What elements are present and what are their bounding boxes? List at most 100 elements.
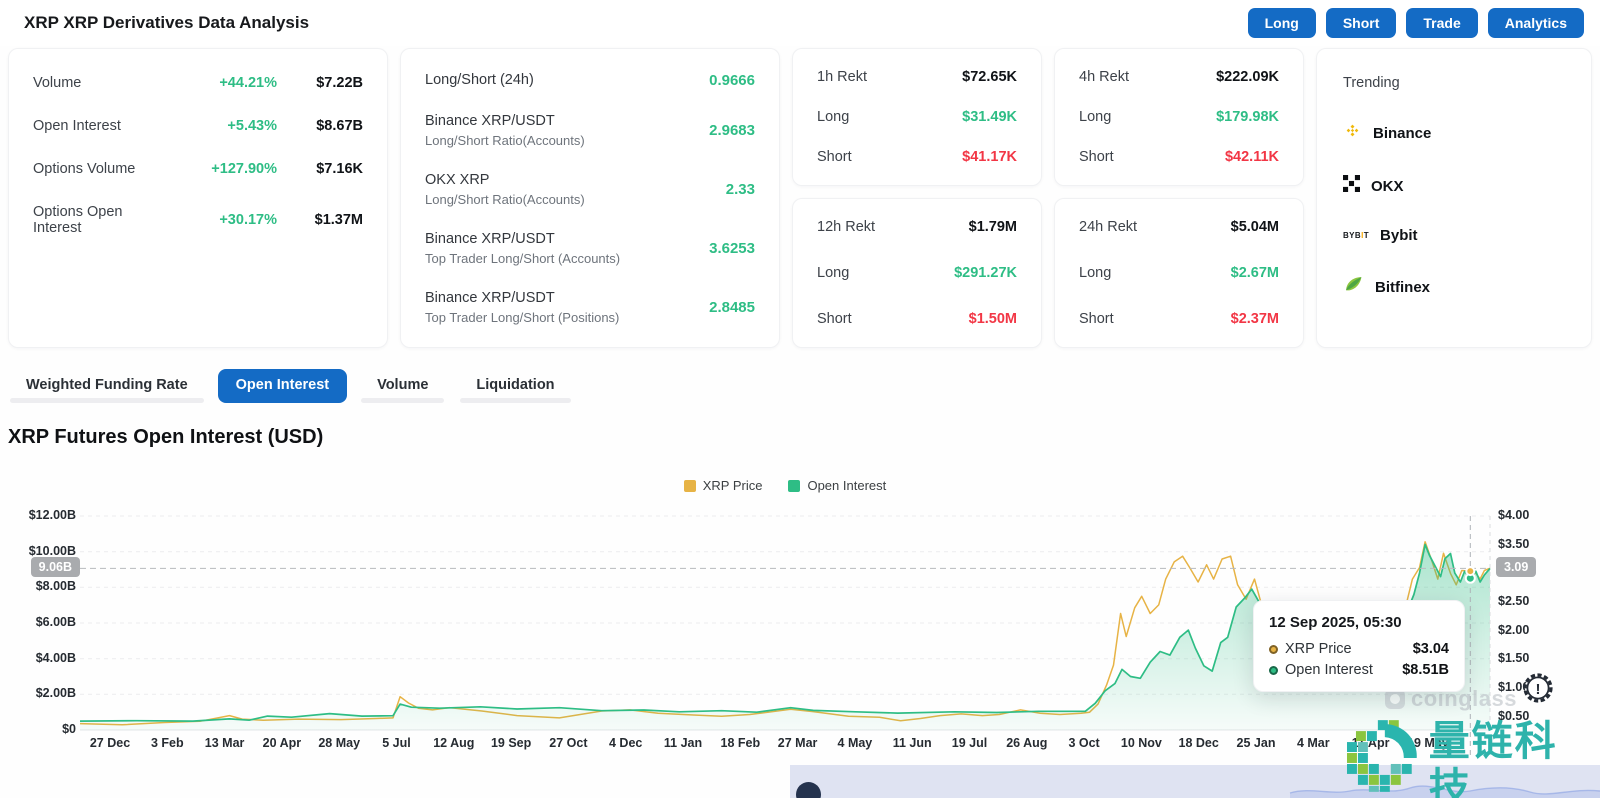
stat-row-volume: Volume +44.21% $7.22B	[33, 75, 363, 91]
okx-logo-icon	[1343, 175, 1360, 197]
binance-logo-icon	[1343, 121, 1362, 145]
tab-volume[interactable]: Volume	[359, 369, 446, 403]
y-right-tick: $1.50	[1498, 651, 1530, 666]
x-axis-tick: 26 Aug	[1006, 736, 1048, 750]
rekt-short-value: $2.37M	[1230, 311, 1279, 327]
alert-gear-button[interactable]: !	[1520, 670, 1556, 711]
tooltip-row-xrp-price: XRP Price $3.04	[1269, 641, 1449, 657]
stat-value: $7.22B	[316, 75, 363, 91]
qfsp-brand-text: 量链科技	[1428, 718, 1558, 798]
rekt-card-12h: 12h Rekt $1.79M Long $291.27K Short $1.50M	[792, 198, 1042, 348]
x-axis-tick: 3 Feb	[150, 736, 184, 750]
trending-card: Trending Binance OKX BYBIT Bybit Bitfine…	[1316, 48, 1592, 348]
short-button[interactable]: Short	[1325, 8, 1397, 38]
bitfinex-logo-icon	[1343, 274, 1364, 300]
ratio-label: Long/Short (24h)	[425, 72, 534, 88]
y-left-tick: $8.00B	[35, 579, 76, 594]
trending-item-label: Bitfinex	[1375, 278, 1431, 296]
rekt-short-label: Short	[1079, 311, 1114, 327]
tooltip-value: $8.51B	[1402, 662, 1449, 678]
volume-stats-card: Volume +44.21% $7.22B Open Interest +5.4…	[8, 48, 388, 348]
rekt-short-value: $1.50M	[968, 311, 1017, 327]
x-axis-tick: 12 Aug	[433, 736, 475, 750]
ratio-label: Binance XRP/USDT	[425, 113, 555, 129]
tab-open-interest[interactable]: Open Interest	[217, 369, 348, 403]
y-right-tick: $0.50	[1498, 708, 1530, 723]
y-right-tick: $2.50	[1498, 594, 1530, 609]
rekt-title: 1h Rekt	[817, 69, 867, 85]
trending-item-binance[interactable]: Binance	[1343, 121, 1565, 145]
ratio-row: Long/Short (24h) 0.9666	[425, 71, 755, 89]
x-axis-tick: 11 Jun	[892, 736, 932, 750]
y-left-tick: $4.00B	[35, 650, 76, 665]
rekt-title: 4h Rekt	[1079, 69, 1129, 85]
header-buttons: Long Short Trade Analytics	[1247, 8, 1584, 38]
x-axis-tick: 18 Dec	[1178, 736, 1219, 750]
rekt-title: 24h Rekt	[1079, 219, 1138, 235]
long-short-ratio-card: Long/Short (24h) 0.9666 Binance XRP/USDT…	[400, 48, 780, 348]
x-axis-tick: 13 Mar	[204, 736, 245, 750]
legend-label: Open Interest	[807, 478, 887, 493]
x-axis-tick: 4 Dec	[609, 736, 643, 750]
y-left-tick: $12.00B	[28, 508, 76, 522]
ratio-value: 3.6253	[709, 239, 755, 257]
bybit-logo-icon: BYBIT	[1343, 231, 1370, 240]
tab-weighted-funding-rate[interactable]: Weighted Funding Rate	[8, 369, 206, 403]
ratio-row: Binance XRP/USDT Top Trader Long/Short (P…	[425, 289, 755, 325]
ratio-row: Binance XRP/USDT Long/Short Ratio(Account…	[425, 112, 755, 148]
rekt-long-label: Long	[817, 109, 850, 125]
trending-item-bitfinex[interactable]: Bitfinex	[1343, 274, 1565, 300]
tooltip-row-open-interest: Open Interest $8.51B	[1269, 662, 1449, 678]
x-axis-tick: 19 Sep	[490, 736, 532, 750]
ratio-sublabel: Top Trader Long/Short (Accounts)	[425, 251, 621, 266]
long-button[interactable]: Long	[1247, 8, 1316, 38]
x-axis-tick: 4 Mar	[1296, 736, 1330, 750]
x-axis-tick: 28 May	[318, 736, 361, 750]
tab-liquidation[interactable]: Liquidation	[458, 369, 572, 403]
stat-label: Volume	[33, 75, 82, 91]
stat-row-options-volume: Options Volume +127.90% $7.16K	[33, 161, 363, 177]
legend-item-xrp-price[interactable]: XRP Price	[683, 478, 762, 493]
analytics-button[interactable]: Analytics	[1487, 8, 1584, 38]
rekt-total: $222.09K	[1216, 69, 1279, 85]
stat-change: +44.21%	[219, 75, 277, 91]
tooltip-value: $3.04	[1412, 641, 1449, 657]
stat-change: +5.43%	[227, 118, 277, 134]
rekt-short-label: Short	[1079, 149, 1114, 165]
stat-row-options-open-interest: Options Open Interest +30.17% $1.37M	[33, 204, 363, 236]
rekt-title: 12h Rekt	[817, 219, 876, 235]
stat-value: $7.16K	[316, 161, 363, 177]
navigator-handle[interactable]	[796, 782, 821, 798]
trending-item-bybit[interactable]: BYBIT Bybit	[1343, 227, 1565, 244]
rekt-short-value: $41.17K	[962, 149, 1017, 165]
trending-item-label: OKX	[1371, 177, 1404, 195]
navigator-preview-wave	[1289, 785, 1600, 798]
gear-alert-icon: !	[1523, 673, 1553, 703]
x-axis-tick: 11 Jan	[663, 736, 703, 750]
ratio-value: 0.9666	[709, 71, 755, 89]
tooltip-label: XRP Price	[1285, 641, 1352, 657]
y-left-tick: $6.00B	[35, 615, 76, 629]
y-right-tick: $4.00	[1498, 508, 1530, 522]
ratio-sublabel: Top Trader Long/Short (Positions)	[425, 310, 620, 325]
stat-label: Options Volume	[33, 161, 136, 177]
x-axis-tick: 20 Apr	[262, 736, 302, 750]
trending-item-okx[interactable]: OKX	[1343, 175, 1565, 197]
open-interest-dot-icon	[1269, 665, 1278, 675]
rekt-short-value: $42.11K	[1224, 149, 1279, 165]
rekt-card-4h: 4h Rekt $222.09K Long $179.98K Short $42.11…	[1054, 48, 1304, 186]
y-right-tick: $1.00	[1498, 680, 1530, 695]
rekt-card-24h: 24h Rekt $5.04M Long $2.67M Short $2.37M	[1054, 198, 1304, 348]
stat-row-open-interest: Open Interest +5.43% $8.67B	[33, 118, 363, 134]
stat-value: $8.67B	[316, 118, 363, 134]
legend-item-open-interest[interactable]: Open Interest	[788, 478, 886, 493]
trade-button[interactable]: Trade	[1406, 8, 1478, 38]
rekt-long-label: Long	[817, 265, 850, 281]
chart-navigator[interactable]	[790, 765, 1600, 798]
stat-change: +30.17%	[219, 212, 277, 228]
y-right-tick: $2.00	[1498, 622, 1530, 637]
rekt-long-label: Long	[1079, 109, 1112, 125]
ratio-value: 2.8485	[709, 298, 755, 316]
stat-value: $1.37M	[314, 212, 363, 228]
x-axis-tick: 5 Jul	[382, 736, 411, 750]
